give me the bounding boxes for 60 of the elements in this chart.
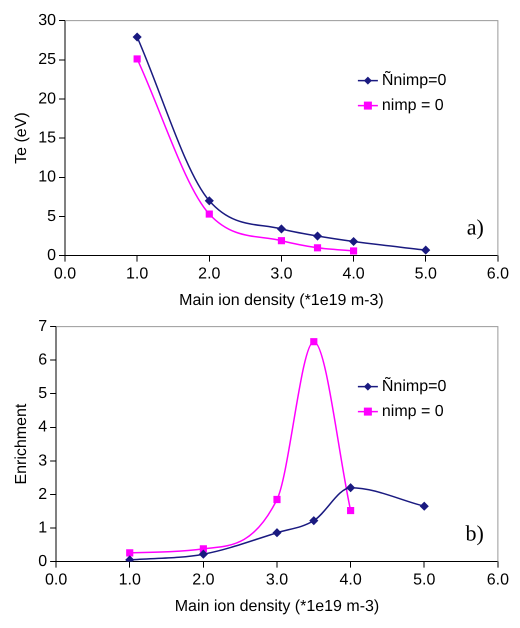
annotation: b): [466, 520, 484, 546]
y-tick-label: 3: [38, 452, 48, 470]
y-tick-label: 25: [38, 51, 56, 68]
legend-label: Ñnimp=0: [382, 376, 446, 396]
x-tick-label: 2.0: [198, 266, 221, 283]
y-tick-label: 1: [38, 519, 48, 536]
y-tick-label: 0: [47, 247, 56, 264]
x-tick-label: 2.0: [192, 572, 215, 589]
y-tick-label: 7: [38, 318, 48, 336]
x-tick-label: 5.0: [414, 266, 437, 283]
y-tick-label: 5: [47, 208, 56, 225]
x-tick-label: 6.0: [486, 572, 510, 589]
y-tick-label: 2: [38, 486, 48, 503]
point: [199, 550, 208, 558]
y-tick-label: 20: [38, 90, 56, 108]
point: [277, 224, 286, 234]
x-tick-label: 3.0: [270, 266, 293, 283]
y-tick-label: 10: [38, 168, 56, 186]
x-tick-label: 0.0: [54, 266, 76, 283]
y-axis-title: Te (eV): [13, 112, 30, 164]
point: [420, 502, 428, 510]
x-tick-label: 0.0: [44, 572, 68, 589]
point: [126, 549, 134, 556]
x-axis-title: Main ion density (*1e19 m-3): [179, 292, 384, 309]
legend-label: Ñnimp=0: [382, 70, 446, 90]
point: [347, 506, 354, 514]
point: [310, 516, 318, 525]
point: [134, 55, 141, 63]
point: [206, 210, 213, 218]
y-tick-label: 15: [38, 130, 56, 147]
legend-label: nimp = 0: [382, 403, 444, 420]
point: [273, 496, 281, 504]
y-tick-label: 6: [38, 352, 48, 369]
point: [349, 237, 358, 246]
y-tick-label: 30: [38, 12, 56, 30]
point: [314, 244, 322, 252]
x-tick-label: 3.0: [266, 572, 288, 589]
point: [272, 528, 282, 537]
point: [350, 247, 358, 254]
point: [421, 246, 430, 254]
y-tick-label: 5: [38, 385, 48, 402]
x-tick-label: 5.0: [413, 572, 436, 589]
y-tick-label: 4: [38, 418, 48, 436]
point: [310, 338, 318, 346]
point: [205, 196, 214, 206]
x-tick-label: 6.0: [486, 266, 510, 283]
legend-label: nimp = 0: [382, 97, 444, 114]
x-tick-label: 4.0: [342, 266, 365, 283]
point: [346, 483, 355, 492]
x-tick-label: 4.0: [339, 572, 362, 589]
annotation: a): [466, 214, 484, 240]
point: [125, 556, 134, 562]
point: [313, 232, 322, 240]
x-tick-label: 1.0: [118, 572, 141, 589]
x-axis-title: Main ion density (*1e19 m-3): [174, 598, 380, 615]
y-axis-title: Enrichment: [13, 403, 30, 485]
point: [278, 237, 286, 244]
point: [132, 32, 142, 42]
x-tick-label: 1.0: [126, 266, 148, 283]
y-tick-label: 0: [38, 553, 48, 570]
